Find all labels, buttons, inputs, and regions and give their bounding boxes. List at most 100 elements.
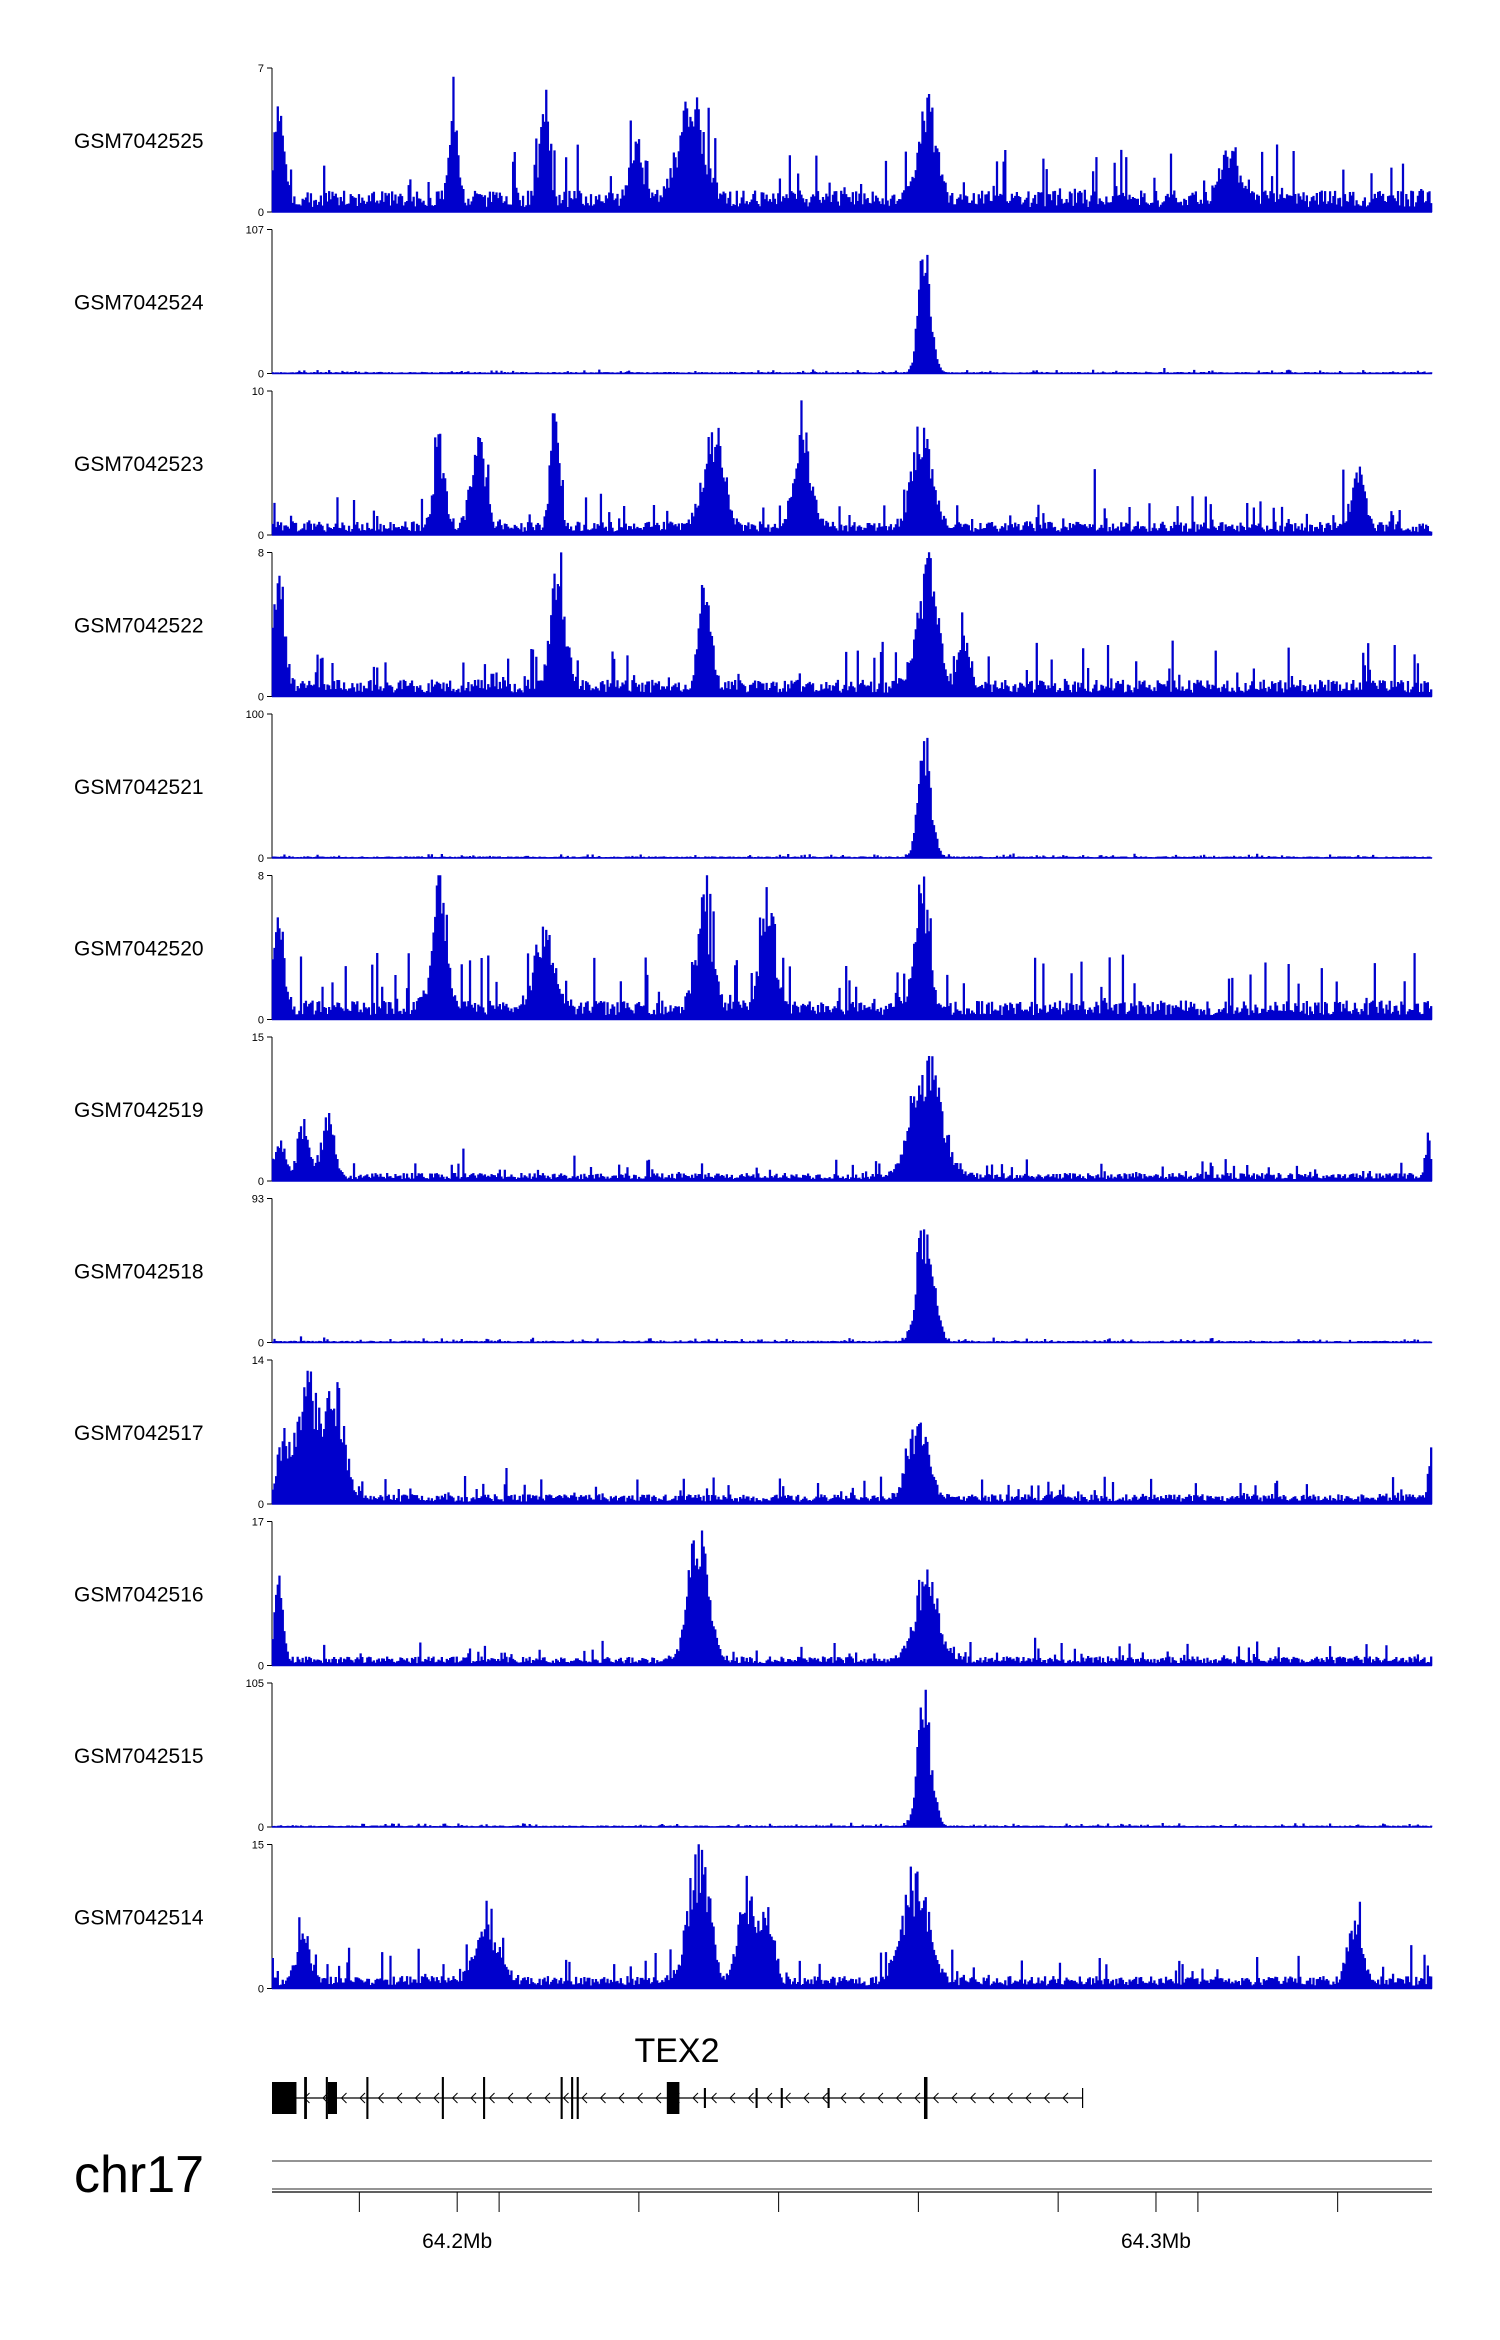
track-GSM7042525: GSM7042525 7 0	[74, 63, 1433, 219]
strand-arrow	[525, 2092, 532, 2104]
exon	[272, 2082, 297, 2114]
x-tick-label: 64.3Mb	[1121, 2230, 1191, 2253]
track-label: GSM7042520	[74, 938, 204, 961]
track-GSM7042521: GSM7042521 100 0	[74, 709, 1433, 865]
coverage-signal	[271, 1370, 1433, 1505]
strand-arrow	[359, 2092, 366, 2104]
strand-arrow	[729, 2092, 736, 2104]
strand-arrow	[636, 2092, 643, 2104]
strand-arrow	[840, 2092, 847, 2104]
track-label: GSM7042522	[74, 615, 204, 638]
exon	[325, 2077, 328, 2119]
strand-arrow	[1043, 2092, 1050, 2104]
y-tick-label-min: 0	[258, 207, 264, 219]
strand-arrow	[951, 2092, 958, 2104]
strand-arrow	[599, 2092, 606, 2104]
track-GSM7042523: GSM7042523 10 0	[74, 386, 1433, 542]
strand-arrow	[470, 2092, 477, 2104]
strand-arrow	[1006, 2092, 1013, 2104]
coverage-signal	[271, 737, 1433, 859]
strand-arrow	[784, 2092, 791, 2104]
y-tick-label-min: 0	[258, 853, 264, 865]
strand-arrow	[562, 2092, 569, 2104]
track-GSM7042516: GSM7042516 17 0	[74, 1517, 1433, 1673]
strand-arrow	[969, 2092, 976, 2104]
gene-name: TEX2	[634, 2032, 719, 2070]
coverage-signal	[271, 400, 1433, 536]
y-tick-label-max: 15	[252, 1840, 264, 1852]
strand-arrow	[396, 2092, 403, 2104]
track-label: GSM7042525	[74, 130, 204, 153]
strand-arrow	[692, 2092, 699, 2104]
coverage-signal	[271, 875, 1433, 1020]
coverage-signal	[271, 552, 1433, 697]
track-GSM7042519: GSM7042519 15 0	[74, 1032, 1433, 1188]
chromosome-axis: chr17 64.2Mb 64.3Mb	[74, 2146, 1432, 2253]
y-tick-label-max: 14	[252, 1355, 264, 1367]
coverage-tracks: GSM704252570GSM70425241070GSM7042523100G…	[74, 63, 1433, 1996]
track-label: GSM7042516	[74, 1584, 204, 1607]
y-tick-label-min: 0	[258, 1499, 264, 1511]
chromosome-name: chr17	[74, 2146, 204, 2204]
exon	[571, 2077, 574, 2119]
track-label: GSM7042518	[74, 1261, 204, 1284]
strand-arrow	[451, 2092, 458, 2104]
track-GSM7042514: GSM7042514 15 0	[74, 1840, 1433, 1996]
strand-arrow	[766, 2092, 773, 2104]
strand-arrow	[914, 2092, 921, 2104]
y-tick-label-max: 93	[252, 1194, 264, 1206]
y-tick-label-max: 8	[258, 871, 264, 883]
strand-arrow	[895, 2092, 902, 2104]
y-tick-label-min: 0	[258, 1822, 264, 1834]
y-tick-label-min: 0	[258, 1015, 264, 1027]
strand-arrow	[803, 2092, 810, 2104]
track-GSM7042518: GSM7042518 93 0	[74, 1194, 1433, 1350]
y-tick-label-max: 15	[252, 1032, 264, 1044]
exon	[780, 2088, 783, 2108]
exon	[560, 2077, 563, 2119]
y-tick-label-max: 100	[246, 709, 264, 721]
y-tick-label-min: 0	[258, 1661, 264, 1673]
y-tick-label-min: 0	[258, 530, 264, 542]
strand-arrow	[340, 2092, 347, 2104]
y-tick-label-min: 0	[258, 1176, 264, 1188]
exon	[327, 2082, 337, 2114]
gene-annotation-track: TEX2	[272, 2032, 1084, 2119]
exon	[576, 2077, 579, 2119]
track-label: GSM7042519	[74, 1099, 204, 1122]
track-label: GSM7042524	[74, 292, 204, 315]
exon	[923, 2077, 928, 2119]
strand-arrow	[544, 2092, 551, 2104]
strand-arrow	[433, 2092, 440, 2104]
track-label: GSM7042523	[74, 453, 204, 476]
strand-arrow	[858, 2092, 865, 2104]
strand-arrow	[507, 2092, 514, 2104]
exon	[703, 2088, 706, 2108]
track-label: GSM7042514	[74, 1907, 204, 1930]
strand-arrow	[414, 2092, 421, 2104]
strand-arrow	[488, 2092, 495, 2104]
strand-arrow	[1025, 2092, 1032, 2104]
coverage-signal	[271, 1844, 1433, 1989]
track-GSM7042520: GSM7042520 8 0	[74, 871, 1433, 1027]
strand-arrow	[877, 2092, 884, 2104]
y-tick-label-max: 7	[258, 63, 264, 75]
exon	[304, 2077, 307, 2119]
strand-arrow	[821, 2092, 828, 2104]
exon	[366, 2077, 369, 2119]
y-tick-label-max: 17	[252, 1517, 264, 1529]
strand-arrow	[1062, 2092, 1069, 2104]
track-GSM7042522: GSM7042522 8 0	[74, 548, 1433, 704]
y-tick-label-max: 107	[246, 225, 264, 237]
exon	[666, 2082, 680, 2114]
strand-arrow	[932, 2092, 939, 2104]
track-GSM7042517: GSM7042517 14 0	[74, 1355, 1433, 1511]
strand-arrow	[988, 2092, 995, 2104]
exon	[483, 2077, 486, 2119]
track-GSM7042515: GSM7042515 105 0	[74, 1678, 1433, 1834]
y-tick-label-max: 10	[252, 386, 264, 398]
coverage-signal	[271, 76, 1433, 213]
track-label: GSM7042517	[74, 1422, 204, 1445]
y-tick-label-max: 8	[258, 548, 264, 560]
